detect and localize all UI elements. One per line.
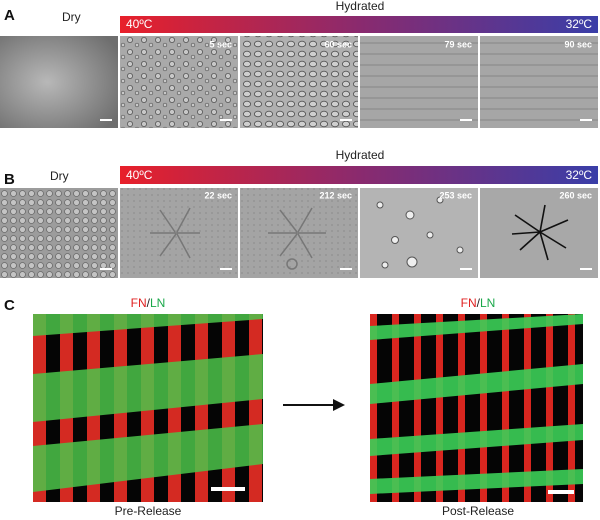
stain-ln: LN <box>150 296 165 310</box>
fluorescence-image <box>33 314 263 502</box>
panel-label: A <box>4 7 15 24</box>
micrograph <box>240 36 358 128</box>
micrograph <box>480 36 598 128</box>
time-label: 79 sec <box>444 39 472 49</box>
hydrated-label: Hydrated <box>336 148 385 162</box>
stain-separator: / <box>477 296 481 310</box>
radial-lines <box>511 204 569 261</box>
green-bands <box>33 314 263 492</box>
caption: Pre-Release <box>115 504 182 518</box>
fluorescence-image <box>370 314 583 502</box>
temp-start: 40ºC <box>126 168 153 182</box>
stain-fn: FN <box>131 296 147 310</box>
micrograph <box>360 188 478 278</box>
time-label: 212 sec <box>319 190 352 200</box>
panel-label: B <box>4 171 15 188</box>
micrograph <box>120 36 238 128</box>
stain-label: FN/LN <box>461 296 496 310</box>
dry-label: Dry <box>62 10 81 24</box>
stain-separator: / <box>147 296 151 310</box>
time-label: 90 sec <box>564 39 592 49</box>
micrograph <box>0 188 118 278</box>
time-label: 5 sec <box>209 39 232 49</box>
time-label: 260 sec <box>559 190 592 200</box>
temp-end: 32ºC <box>566 168 593 182</box>
dry-label: Dry <box>50 169 69 183</box>
arrow <box>283 399 345 411</box>
time-label: 22 sec <box>204 190 232 200</box>
temp-end: 32ºC <box>566 17 593 31</box>
green-bands <box>370 314 583 494</box>
time-label: 60 sec <box>324 39 352 49</box>
stain-label: FN/LN <box>131 296 166 310</box>
droplets <box>376 196 464 269</box>
stain-ln: LN <box>480 296 495 310</box>
temperature-bar <box>120 166 598 184</box>
star-pattern <box>150 207 326 270</box>
caption: Post-Release <box>442 504 514 518</box>
time-label: 253 sec <box>439 190 472 200</box>
hydrated-label: Hydrated <box>336 0 385 13</box>
micrograph <box>0 36 118 128</box>
temperature-bar <box>120 16 598 33</box>
stain-fn: FN <box>461 296 477 310</box>
temp-start: 40ºC <box>126 17 153 31</box>
micrograph <box>360 36 478 128</box>
panel-label: C <box>4 297 15 314</box>
red-stripes <box>370 314 583 502</box>
